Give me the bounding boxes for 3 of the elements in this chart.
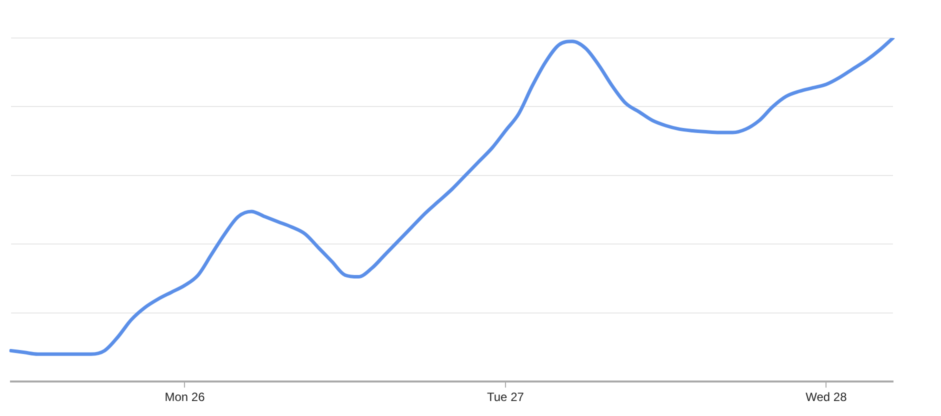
x-tick-label: Tue 27 <box>486 390 524 404</box>
x-tick-label: Mon 26 <box>164 390 206 404</box>
x-tick-label: Wed 28 <box>806 390 848 404</box>
